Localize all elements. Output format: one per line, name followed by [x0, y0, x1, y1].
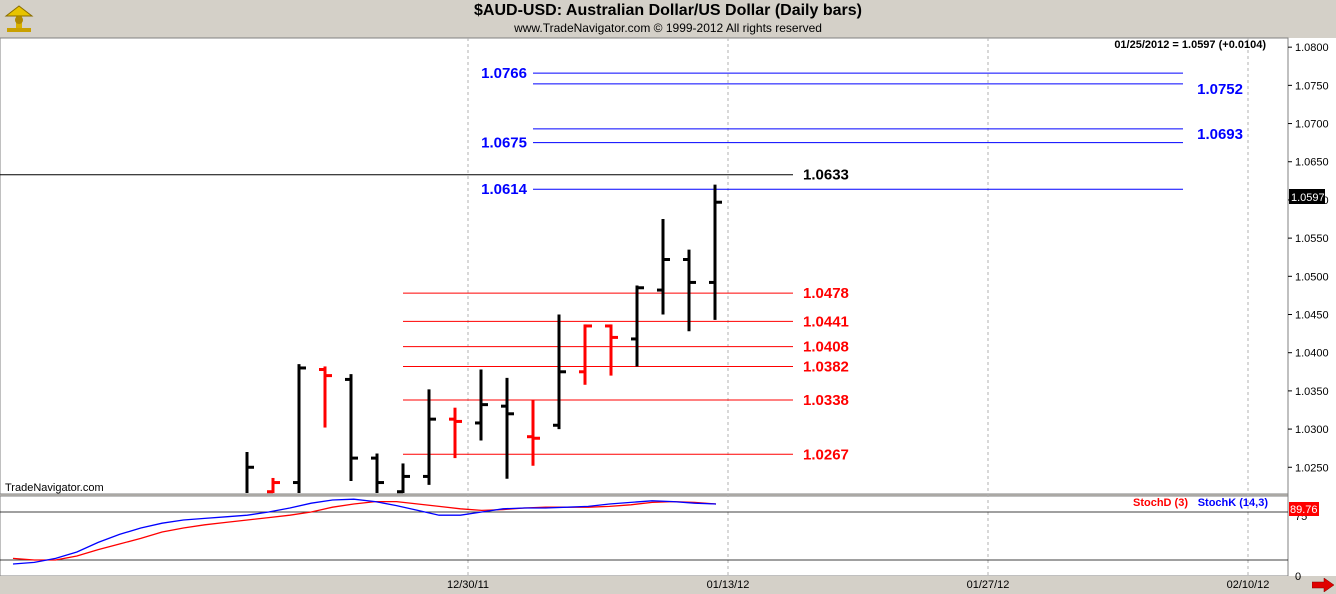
level-label: 1.0752 — [1197, 81, 1243, 98]
ohlc-bar — [501, 377, 514, 479]
stoch-value-badge-text: 89.76 — [1290, 504, 1318, 516]
ohlc-bar — [397, 463, 410, 494]
watermark: TradeNavigator.com — [5, 482, 104, 494]
level-label: 1.0478 — [803, 285, 849, 302]
stochd-legend: StochD (3) — [1133, 497, 1188, 509]
quote-readout: 01/25/2012 = 1.0597 (+0.0104) — [1114, 39, 1266, 51]
x-tick-label: 01/27/12 — [967, 579, 1010, 591]
level-label: 1.0382 — [803, 358, 849, 375]
ohlc-bar — [475, 369, 488, 441]
ohlc-bar — [423, 389, 436, 485]
ohlc-bar — [267, 477, 280, 494]
stochk-legend: StochK (14,3) — [1198, 497, 1269, 509]
y-tick-label: 1.0700 — [1295, 119, 1329, 131]
ohlc-bar — [657, 219, 670, 315]
chart-title: $AUD-USD: Australian Dollar/US Dollar (D… — [474, 2, 862, 19]
level-label: 1.0693 — [1197, 126, 1243, 143]
stochastic-pane — [0, 495, 1289, 577]
ohlc-bar — [371, 453, 384, 493]
stoch-series-line — [12, 500, 717, 561]
y-tick-label: 1.0750 — [1295, 80, 1329, 92]
level-label: 1.0614 — [481, 181, 528, 198]
level-label: 1.0441 — [803, 313, 849, 330]
ohlc-bar — [449, 407, 462, 459]
last-price-badge — [1289, 189, 1325, 204]
y-tick-label: 1.0800 — [1295, 42, 1329, 54]
chart-copyright: www.TradeNavigator.com © 1999-2012 All r… — [514, 21, 822, 35]
level-label: 1.0408 — [803, 339, 849, 356]
y-tick-label: 1.0450 — [1295, 310, 1329, 322]
stoch-value-badge — [1289, 502, 1319, 516]
chart-header: $AUD-USD: Australian Dollar/US Dollar (D… — [0, 0, 1336, 38]
y-tick-label: 1.0550 — [1295, 233, 1329, 245]
ohlc-bar — [631, 285, 644, 367]
ohlc-bar — [553, 314, 566, 430]
date-axis-ticks: 12/30/11 01/13/12 01/27/12 02/10/12 — [447, 579, 1269, 591]
scroll-right-arrow-icon[interactable] — [1312, 578, 1334, 592]
level-lines: 1.0766 1.0752 1.0693 1.0675 1.0633 1.0614 1.04… — [0, 65, 1243, 463]
level-label: 1.0267 — [803, 446, 849, 463]
y-tick-label: 1.0650 — [1295, 157, 1329, 169]
date-axis — [0, 576, 1336, 594]
last-price-badge-text: 1.0597 — [1291, 192, 1325, 204]
ohlc-bar — [345, 374, 358, 482]
x-tick-label: 01/13/12 — [707, 579, 750, 591]
y-tick-label: 1.0400 — [1295, 348, 1329, 360]
stoch-series-line — [12, 498, 717, 565]
ohlc-bar — [579, 324, 592, 385]
trade-navigator-logo-icon — [4, 5, 34, 32]
stoch-tick-label: 0 — [1295, 571, 1301, 583]
price-bars — [245, 184, 722, 494]
level-label: 1.0633 — [803, 167, 849, 184]
level-label: 1.0766 — [481, 65, 527, 82]
ohlc-bar — [293, 364, 306, 493]
price-axis — [1288, 38, 1336, 576]
y-tick-label: 1.0250 — [1295, 462, 1329, 474]
stochastic-lines: 075 — [0, 498, 1307, 583]
ohlc-bar — [709, 184, 722, 320]
y-tick-label: 1.0300 — [1295, 424, 1329, 436]
price-pane — [0, 37, 1289, 495]
ohlc-bar — [245, 451, 254, 493]
ohlc-bar — [319, 366, 332, 428]
level-label: 1.0338 — [803, 392, 849, 409]
x-tick-label: 02/10/12 — [1227, 579, 1270, 591]
y-tick-label: 1.0350 — [1295, 386, 1329, 398]
ohlc-bar — [683, 249, 696, 332]
level-label: 1.0675 — [481, 135, 527, 152]
ohlc-bar — [527, 400, 540, 466]
y-tick-label: 1.0500 — [1295, 271, 1329, 283]
x-tick-label: 12/30/11 — [447, 579, 489, 591]
ohlc-bar — [605, 324, 618, 376]
